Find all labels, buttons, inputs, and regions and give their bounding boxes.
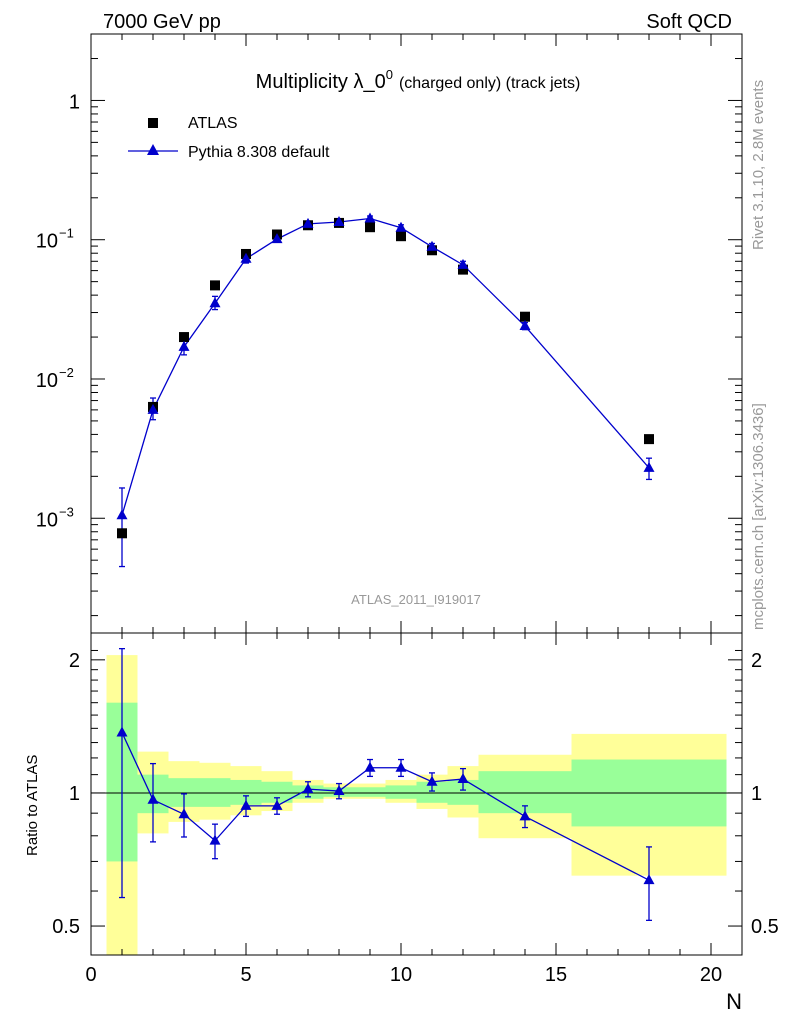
- atlas-point: [644, 434, 654, 445]
- ratio-plot-frame: [90, 632, 743, 956]
- band-inner: [354, 787, 386, 797]
- ratio-y-tick-label-left: 0.5: [52, 916, 80, 938]
- pythia-ratio-point: [271, 799, 283, 810]
- legend: ATLAS Pythia 8.308 default: [128, 115, 330, 161]
- pythia-point: [457, 258, 469, 269]
- title-note: (charged only) (track jets): [399, 75, 580, 92]
- y-tick-label: 10: [36, 231, 58, 253]
- legend-atlas-label: ATLAS: [188, 115, 238, 132]
- legend-pythia-marker: [147, 144, 159, 155]
- x-tick-label: 20: [700, 964, 722, 986]
- pythia-point: [271, 233, 283, 244]
- legend-pythia-label: Pythia 8.308 default: [188, 144, 330, 161]
- pythia-point: [240, 252, 252, 263]
- pythia-ratio-point: [426, 775, 438, 786]
- y-tick-exponent: −2: [59, 365, 74, 380]
- ratio-y-tick-label-right: 1: [751, 783, 762, 805]
- pythia-point: [302, 217, 314, 228]
- pythia-ratio-point: [395, 761, 407, 772]
- ratio-y-tick-label-right: 0.5: [751, 916, 779, 938]
- plot-frames: [90, 33, 743, 956]
- data-markers: [116, 212, 655, 885]
- pythia-point: [116, 509, 128, 520]
- pythia-point: [395, 221, 407, 232]
- atlas-point: [520, 311, 530, 322]
- atlas-point: [365, 222, 375, 233]
- pythia-ratio-point: [519, 810, 531, 821]
- pythia-ratio-point: [116, 726, 128, 737]
- source-label: mcplots.cern.ch [arXiv:1306.3436]: [750, 403, 767, 630]
- pythia-point: [333, 216, 345, 227]
- rivet-label: Rivet 3.1.10, 2.8M events: [750, 80, 767, 250]
- y-tick-label: 1: [69, 91, 80, 113]
- pythia-ratio-point: [364, 761, 376, 772]
- pythia-ratio-point: [333, 785, 345, 796]
- legend-atlas-marker: [148, 118, 158, 128]
- pythia-point: [426, 240, 438, 251]
- pythia-point: [519, 320, 531, 331]
- pythia-ratio-point: [147, 793, 159, 804]
- header-left: 7000 GeV pp: [103, 11, 221, 33]
- ratio-y-axis-label: Ratio to ATLAS: [24, 755, 41, 856]
- y-tick-label: 10: [36, 370, 58, 392]
- ratio-y-tick-label-left: 1: [69, 783, 80, 805]
- pythia-line: [121, 217, 650, 516]
- x-axis-label: N: [726, 989, 742, 1014]
- atlas-point: [179, 332, 189, 343]
- pythia-point: [643, 461, 655, 472]
- ratio-y-tick-label-right: 2: [751, 650, 762, 672]
- y-tick-exponent: −1: [59, 226, 74, 241]
- x-tick-label: 5: [240, 964, 251, 986]
- band-inner: [416, 781, 448, 803]
- axis-ticks: [90, 33, 743, 955]
- title-main: Multiplicity λ_0: [256, 71, 386, 93]
- atlas-point: [396, 231, 406, 242]
- pythia-ratio-point: [302, 783, 314, 794]
- pythia-ratio-point: [643, 874, 655, 885]
- band-inner: [261, 781, 293, 803]
- y-tick-label: 10: [36, 509, 58, 531]
- pythia-point: [364, 212, 376, 223]
- pythia-point: [147, 403, 159, 414]
- atlas-point: [117, 528, 127, 539]
- atlas-point: [458, 264, 468, 275]
- header-right: Soft QCD: [646, 11, 732, 33]
- pythia-ratio-point: [178, 808, 190, 819]
- pythia-ratio-point: [457, 773, 469, 784]
- band-inner: [385, 785, 417, 799]
- title-superscript: 0: [386, 67, 393, 82]
- pythia-point: [209, 297, 221, 308]
- ratio-uncertainty-bands: [106, 655, 727, 955]
- x-tick-label: 10: [390, 964, 412, 986]
- atlas-point: [210, 280, 220, 291]
- pythia-ratio-point: [209, 834, 221, 845]
- ratio-y-tick-label-left: 2: [69, 650, 80, 672]
- pythia-point: [178, 340, 190, 351]
- y-tick-exponent: −3: [59, 504, 74, 519]
- analysis-id: ATLAS_2011_I919017: [351, 592, 481, 607]
- pythia-ratio-line: [121, 732, 650, 881]
- x-tick-label: 15: [545, 964, 567, 986]
- plot-title: Multiplicity λ_00 (charged only) (track j…: [256, 67, 581, 93]
- pythia-ratio-point: [240, 799, 252, 810]
- pythia-curves: [121, 217, 650, 881]
- x-tick-label: 0: [85, 964, 96, 986]
